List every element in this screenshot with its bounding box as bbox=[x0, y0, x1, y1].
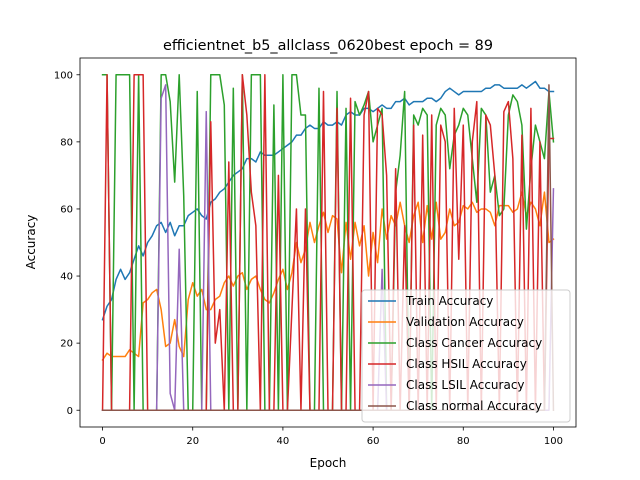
legend-label: Class HSIL Accuracy bbox=[406, 357, 527, 371]
y-tick-label: 0 bbox=[67, 406, 73, 417]
chart-title: efficientnet_b5_allclass_0620best epoch … bbox=[163, 38, 493, 54]
legend-label: Class normal Accuracy bbox=[406, 399, 542, 413]
x-tick-label: 0 bbox=[99, 436, 105, 447]
legend-label: Train Accuracy bbox=[405, 294, 493, 308]
y-tick-label: 100 bbox=[54, 70, 73, 81]
series-line-1 bbox=[101, 80, 555, 321]
y-axis: 0 20 40 60 80 100 bbox=[54, 70, 80, 417]
x-tick-label: 20 bbox=[186, 436, 199, 447]
y-tick-label: 20 bbox=[60, 339, 73, 350]
x-tick-label: 100 bbox=[544, 436, 563, 447]
x-axis: 0 20 40 60 80 100 bbox=[99, 427, 563, 447]
legend-label: Class LSIL Accuracy bbox=[406, 378, 525, 392]
x-tick-label: 60 bbox=[367, 436, 380, 447]
x-tick-label: 40 bbox=[277, 436, 290, 447]
legend: Train Accuracy Validation Accuracy Class C… bbox=[361, 289, 571, 423]
y-axis-label: Accuracy bbox=[24, 215, 38, 270]
x-tick-label: 80 bbox=[457, 436, 470, 447]
legend-box bbox=[361, 289, 571, 423]
axes-frame bbox=[79, 57, 577, 428]
legend-label: Class Cancer Accuracy bbox=[406, 336, 542, 350]
y-tick-label: 40 bbox=[60, 272, 73, 283]
y-tick-label: 60 bbox=[60, 205, 73, 216]
y-tick-label: 80 bbox=[60, 137, 73, 148]
x-axis-label: Epoch bbox=[310, 456, 347, 470]
legend-label: Validation Accuracy bbox=[406, 315, 524, 329]
